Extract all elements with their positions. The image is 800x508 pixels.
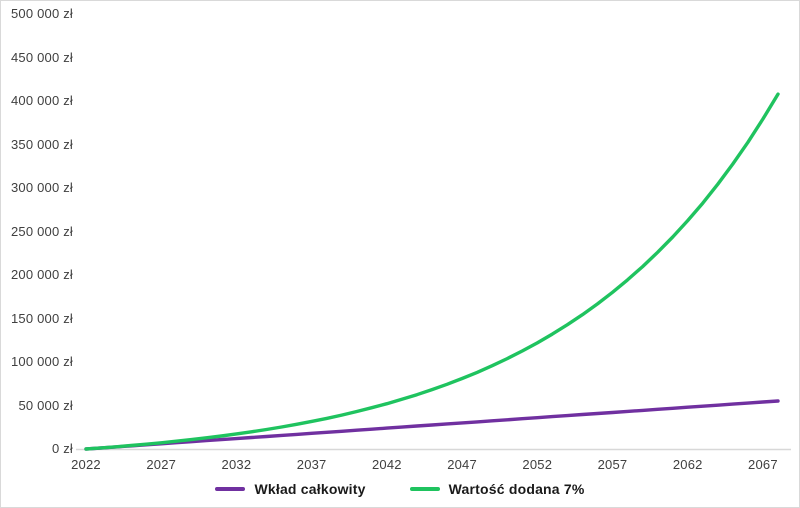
legend-swatch-purple-line-icon (215, 487, 246, 491)
series-line-0 (84, 399, 780, 451)
y-tick-label: 200 000 zł (11, 267, 73, 282)
y-tick-label: 300 000 zł (11, 180, 73, 195)
y-tick-label: 0 zł (51, 441, 73, 456)
y-tick-label: 500 000 zł (11, 6, 73, 21)
x-tick-label: 2062 (672, 457, 703, 472)
y-tick-label: 50 000 zł (18, 397, 73, 413)
x-tick-label: 2067 (748, 457, 778, 472)
x-tick-label: 2022 (71, 457, 101, 472)
x-tick-label: 2047 (447, 457, 477, 472)
x-tick-label: 2037 (296, 457, 327, 472)
y-tick-label: 150 000 zł (11, 310, 73, 326)
x-tick-label: 2057 (597, 457, 628, 472)
y-tick-label: 350 000 zł (11, 136, 73, 152)
legend-item-wklad-calkowity[interactable]: Wkład całkowity (215, 481, 365, 497)
series-line-1 (84, 92, 780, 451)
x-tick-label: 2052 (522, 457, 553, 472)
x-tick-label: 2042 (371, 457, 402, 472)
y-tick-label: 250 000 zł (11, 223, 73, 239)
y-tick-label: 100 000 zł (11, 354, 73, 369)
y-tick-label: 400 000 zł (11, 93, 73, 108)
x-tick-label: 2027 (146, 457, 177, 472)
legend-swatch-green-line-icon (409, 487, 440, 491)
x-tick-label: 2032 (221, 457, 252, 472)
y-tick-label: 450 000 zł (11, 49, 73, 65)
legend-label: Wartość dodana 7% (448, 481, 585, 497)
legend: Wkład całkowity Wartość dodana 7% (1, 481, 799, 497)
legend-item-wartosc-dodana[interactable]: Wartość dodana 7% (409, 481, 585, 497)
legend-label: Wkład całkowity (254, 481, 366, 497)
